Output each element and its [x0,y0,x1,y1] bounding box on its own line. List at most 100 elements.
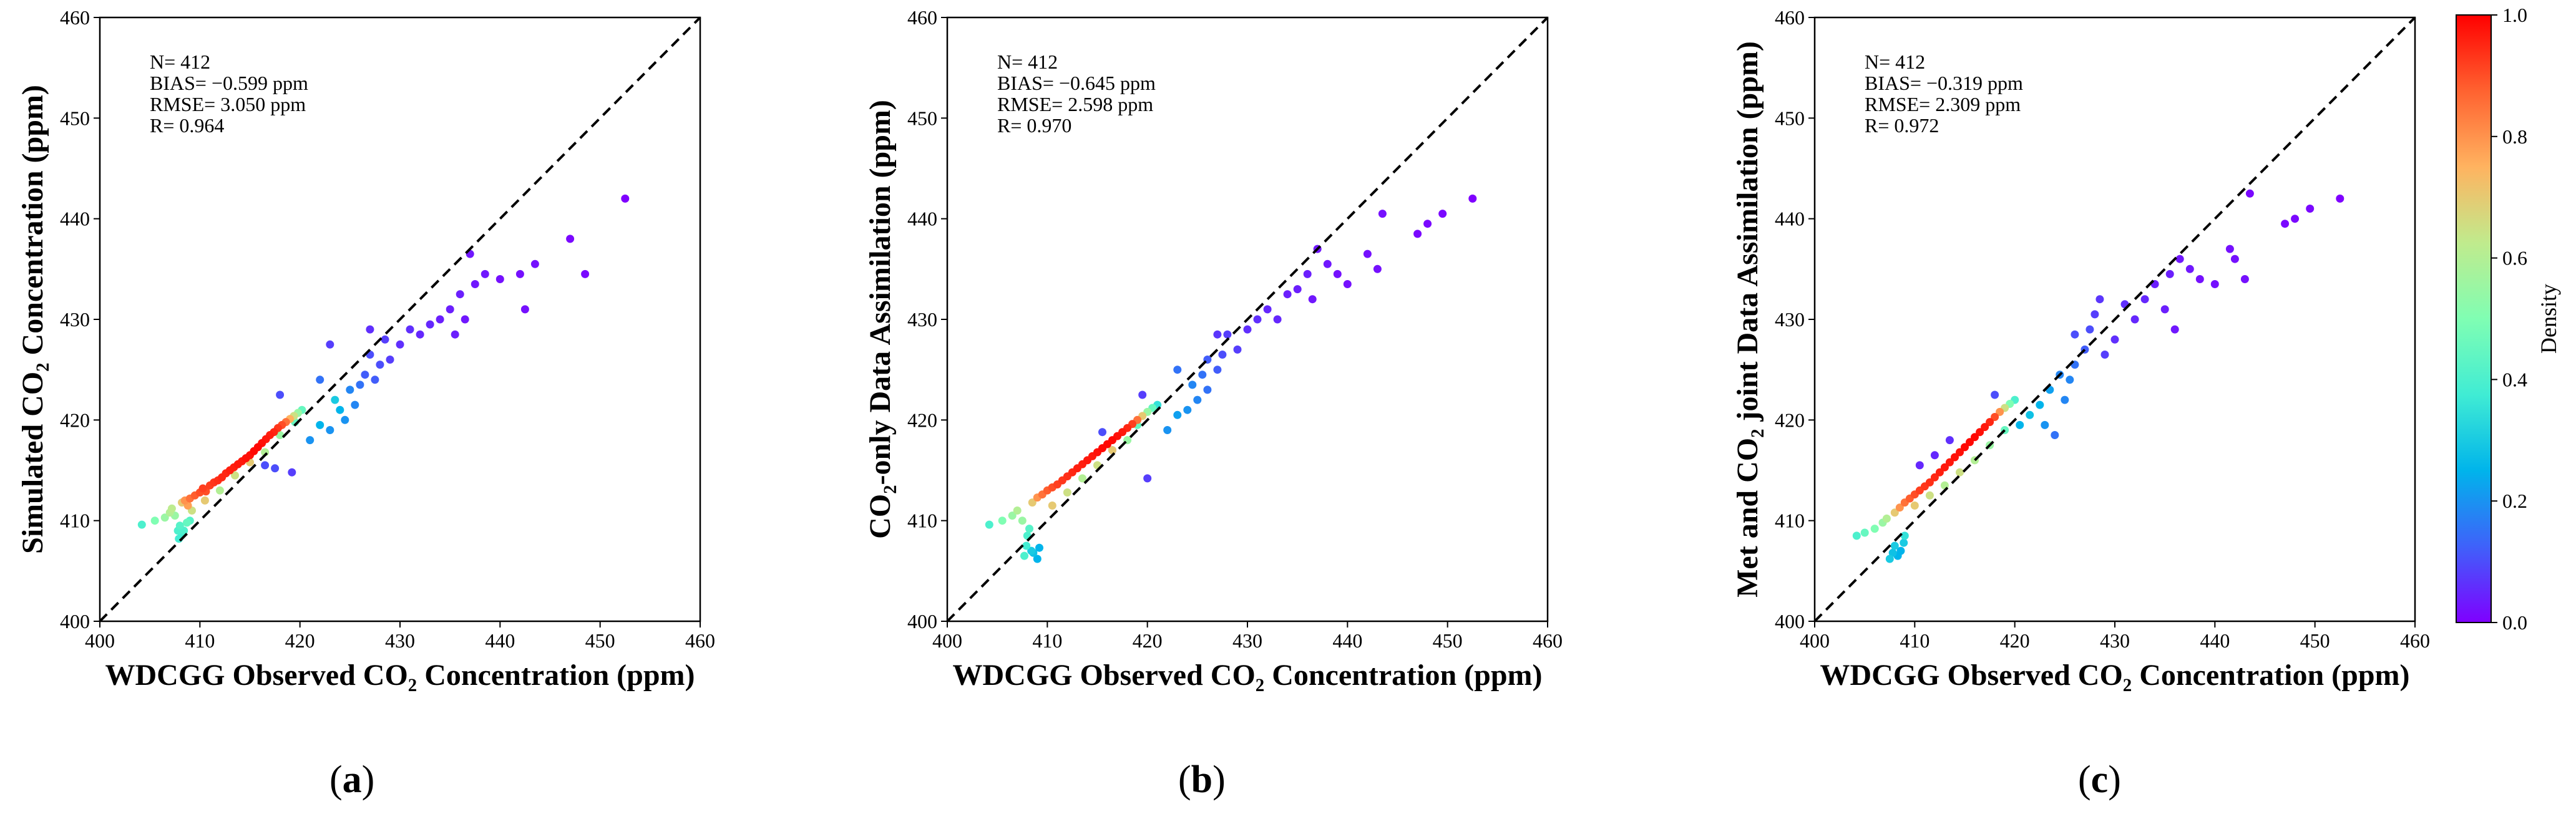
scatter-point [150,516,159,525]
stats-line-2: RMSE= 2.598 ppm [997,93,1153,115]
scatter-point [1213,330,1222,339]
scatter-point [566,235,575,243]
scatter-point [1940,463,1949,472]
scatter-point [471,280,479,288]
scatter-point [2240,275,2249,283]
scatter-point [1203,385,1212,394]
scatter-point [1173,366,1182,374]
stats-line-2: RMSE= 2.309 ppm [1865,93,2021,115]
scatter-point [2026,410,2034,419]
scatter-point [1890,508,1899,517]
scatter-point [1233,345,1242,354]
scatter-point [1925,478,1934,487]
scatter-point [1951,453,1959,462]
scatter-point [1438,210,1447,218]
scatter-point [1193,395,1202,404]
panel-label-a: (a) [329,758,375,801]
scatter-point [1852,531,1861,540]
x-tick-label: 460 [1533,629,1563,652]
colorbar-tick-label: 0.6 [2502,247,2527,269]
scatter-point [1018,516,1027,525]
scatter-point [231,471,239,480]
scatter-point [1218,351,1227,359]
scatter-point [288,468,296,477]
scatter-point [1945,458,1954,467]
scatter-point [530,259,539,268]
scatter-point [1961,443,1969,452]
y-tick-label: 440 [60,208,90,230]
scatter-point [1198,371,1207,379]
scatter-point [1925,491,1934,500]
scatter-point [1900,531,1909,540]
stats-line-2: RMSE= 3.050 ppm [150,93,306,115]
colorbar-label: Density [2536,284,2561,354]
scatter-point [341,415,349,424]
scatter-point [2175,254,2184,263]
scatter-point [1976,428,1984,437]
scatter-point [2091,310,2099,319]
scatter-point [1363,250,1372,258]
scatter-point [1163,426,1172,434]
stats-line-3: R= 0.972 [1865,114,1939,137]
y-tick-label: 460 [60,6,90,29]
colorbar: 0.0 0.2 0.4 0.6 0.8 1.0 Density [2456,4,2561,634]
scatter-point [1243,325,1252,334]
scatter-point [200,496,209,505]
scatter-point [215,486,224,495]
scatter-point [326,340,334,349]
scatter-point [1008,511,1017,520]
scatter-point [346,385,354,394]
x-tick-label: 410 [185,629,215,652]
scatter-point [2051,431,2059,439]
scatter-point [2291,215,2300,223]
scatter-point [1333,269,1342,278]
scatter-point [1035,543,1043,552]
y-tick-label: 430 [907,308,937,331]
scatter-point [1966,438,1974,447]
scatter-point [581,269,590,278]
scatter-point [436,315,444,324]
scatter-point [1183,405,1192,414]
y-axis-label: Met and CO₂ joint Data Assimilation (ppm… [1731,41,1764,598]
scatter-point [1900,538,1908,547]
x-axis-label: WDCGG Observed CO₂ Concentration (ppm) [952,659,1542,692]
scatter-point [1378,210,1387,218]
scatter-point [1882,514,1891,523]
scatter-point [1423,220,1432,228]
x-tick-label: 430 [2100,629,2130,652]
scatter-point [1108,446,1116,455]
scatter-point [1138,390,1147,399]
y-tick-label: 450 [907,107,937,129]
scatter-point [446,305,454,314]
scatter-point [2100,351,2109,359]
y-axis-label: Simulated CO₂ Concentration (ppm) [16,85,49,554]
scatter-point [1930,451,1939,460]
scatter-point [1945,436,1954,445]
scatter-point [1108,436,1116,445]
scatter-point [1896,546,1905,555]
x-axis-label: WDCGG Observed CO₂ Concentration (ppm) [1820,659,2409,692]
scatter-point [167,504,176,513]
y-tick-label: 430 [60,308,90,331]
y-tick-label: 460 [1775,6,1805,29]
scatter-point [2230,254,2239,263]
y-tick-label: 450 [60,107,90,129]
scatter-point [1971,433,1979,442]
scatter-point [1956,448,1964,457]
scatter-point [306,436,315,445]
scatter-point [1063,488,1071,497]
scatter-point [381,335,389,344]
scatter-point [1213,366,1222,374]
y-tick-label: 400 [907,610,937,632]
scatter-point [456,290,464,299]
scatter-point [461,315,469,324]
scatter-point [2016,420,2024,429]
scatter-point [1020,551,1028,560]
y-tick-label: 410 [907,510,937,532]
scatter-point [1895,503,1904,512]
stats-line-0: N= 412 [150,51,210,73]
x-tick-label: 410 [1032,629,1062,652]
y-tick-label: 400 [60,610,90,632]
scatter-point [2165,269,2174,278]
